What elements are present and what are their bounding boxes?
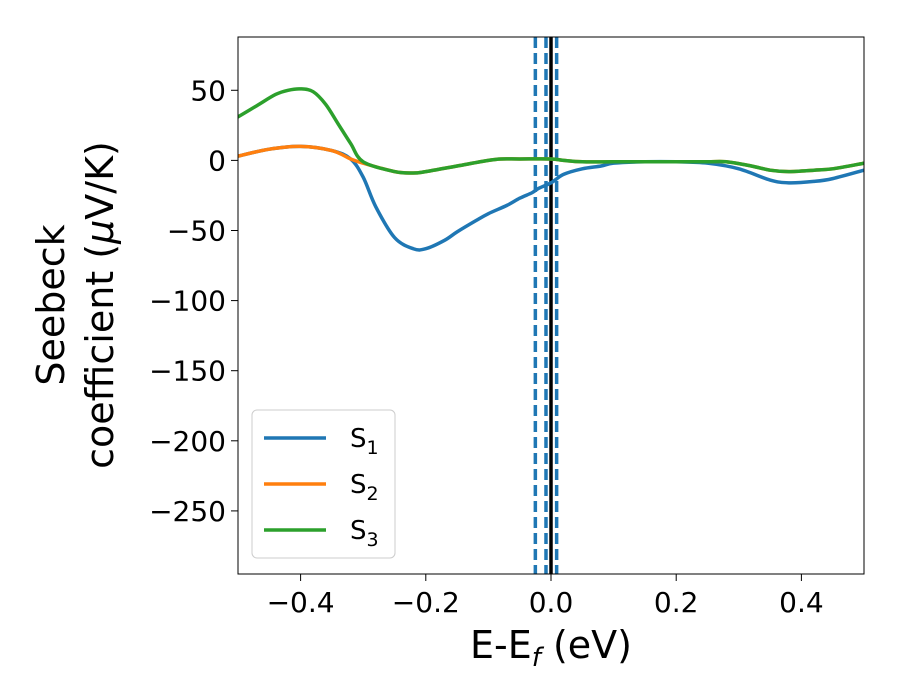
y-tick-label: −100 [149, 285, 226, 318]
x-tick-label: 0.0 [529, 586, 574, 619]
x-axis-ticks: −0.4 −0.2 0.0 0.2 0.4 [267, 574, 824, 619]
y-axis-label-suffix: V/K) [78, 141, 122, 220]
y-tick-label: −50 [167, 214, 226, 247]
x-tick-label: 0.2 [654, 586, 699, 619]
y-axis-label-mu: μ [78, 220, 122, 245]
y-axis-label: Seebeck coefficient (μV/K) [29, 141, 122, 469]
legend-entry-s1: S1 [264, 424, 379, 459]
series-lines [238, 87, 864, 252]
legend-entries: S1 S2 S3 [264, 424, 379, 551]
series-line-s1 [238, 144, 864, 252]
y-tick-label: 0 [208, 144, 226, 177]
y-tick-label: −250 [149, 495, 226, 528]
x-tick-label: 0.4 [779, 586, 824, 619]
y-axis-label-line2: coefficient (μV/K) [78, 141, 122, 469]
reference-lines [533, 37, 559, 574]
y-tick-label: −150 [149, 355, 226, 388]
legend-label: S1 [350, 424, 379, 459]
y-axis-ticks: 50 0 −50 −100 −150 −200 −250 [149, 74, 238, 528]
series-line-s3 [238, 87, 864, 175]
x-axis-label-main: E-E [470, 623, 532, 667]
x-tick-label: −0.4 [267, 586, 335, 619]
legend-entry-s2: S2 [264, 470, 379, 505]
legend-label: S3 [350, 516, 379, 551]
y-axis-label-prefix: coefficient ( [78, 244, 122, 469]
y-tick-label: −200 [149, 425, 226, 458]
legend-label: S2 [350, 470, 379, 505]
x-axis-label-unit: (eV) [541, 623, 632, 667]
x-tick-label: −0.2 [392, 586, 460, 619]
y-axis-label-line1: Seebeck [29, 224, 73, 385]
legend-entry-s3: S3 [264, 516, 379, 551]
x-axis-label: E-Ef (eV) [470, 623, 632, 673]
y-tick-label: 50 [190, 74, 226, 107]
legend: S1 S2 S3 [251, 409, 396, 559]
